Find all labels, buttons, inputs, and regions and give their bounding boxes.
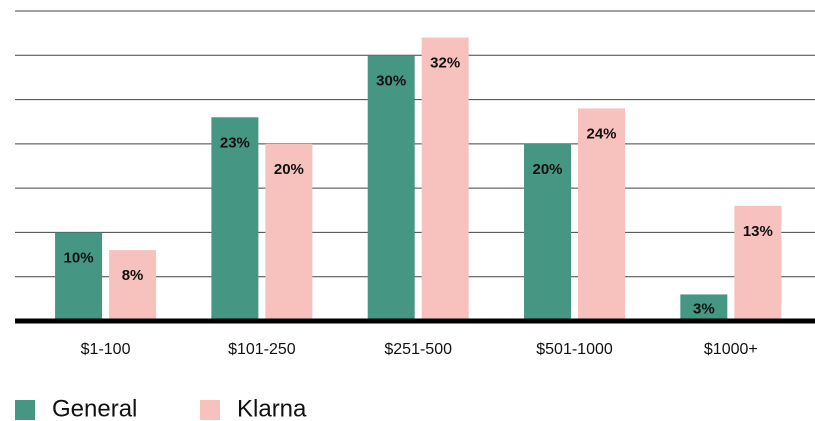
legend-label: General xyxy=(52,395,137,421)
x-tick-label: $251-500 xyxy=(384,341,452,358)
data-label: 24% xyxy=(587,125,617,142)
bar xyxy=(421,37,469,321)
data-label: 20% xyxy=(533,161,563,178)
bar xyxy=(680,294,728,321)
data-label: 20% xyxy=(274,161,304,178)
x-tick-label: $101-250 xyxy=(228,341,296,358)
data-label: 23% xyxy=(220,134,250,151)
bar xyxy=(211,117,259,322)
x-tick-label: $501-1000 xyxy=(536,341,613,358)
bar xyxy=(367,55,415,322)
x-tick-label: $1-100 xyxy=(81,341,131,358)
bar xyxy=(734,205,782,321)
legend-swatch xyxy=(200,400,220,420)
bar xyxy=(55,232,103,321)
x-tick-label: $1000+ xyxy=(704,341,758,358)
data-label: 13% xyxy=(743,223,773,240)
data-label: 30% xyxy=(376,72,406,89)
bar xyxy=(109,250,157,321)
bar xyxy=(524,143,572,321)
legend-label: Klarna xyxy=(237,395,307,421)
data-label: 10% xyxy=(64,249,94,266)
data-label: 3% xyxy=(693,301,715,318)
legend-swatch xyxy=(15,400,35,420)
data-label: 8% xyxy=(122,267,144,284)
bar xyxy=(265,143,313,321)
bar xyxy=(578,108,626,321)
data-label: 32% xyxy=(430,55,460,72)
